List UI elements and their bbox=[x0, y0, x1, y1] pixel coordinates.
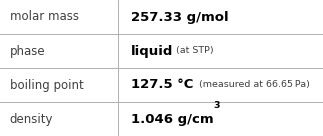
Text: density: density bbox=[10, 112, 53, 126]
Text: boiling point: boiling point bbox=[10, 78, 83, 92]
Text: 257.33 g/mol: 257.33 g/mol bbox=[131, 10, 228, 24]
Text: (at STP): (at STP) bbox=[173, 47, 214, 55]
Bar bbox=[0, 68, 323, 102]
Text: molar mass: molar mass bbox=[10, 10, 79, 24]
Text: (measured at 66.65 Pa): (measured at 66.65 Pa) bbox=[193, 81, 310, 89]
Bar bbox=[0, 0, 323, 34]
Text: 1.046 g/cm: 1.046 g/cm bbox=[131, 112, 214, 126]
Bar bbox=[0, 102, 323, 136]
Text: 127.5 °C: 127.5 °C bbox=[131, 78, 193, 92]
Bar bbox=[0, 34, 323, 68]
Text: liquid: liquid bbox=[131, 44, 173, 58]
Text: phase: phase bbox=[10, 44, 45, 58]
Text: 3: 3 bbox=[214, 101, 220, 110]
